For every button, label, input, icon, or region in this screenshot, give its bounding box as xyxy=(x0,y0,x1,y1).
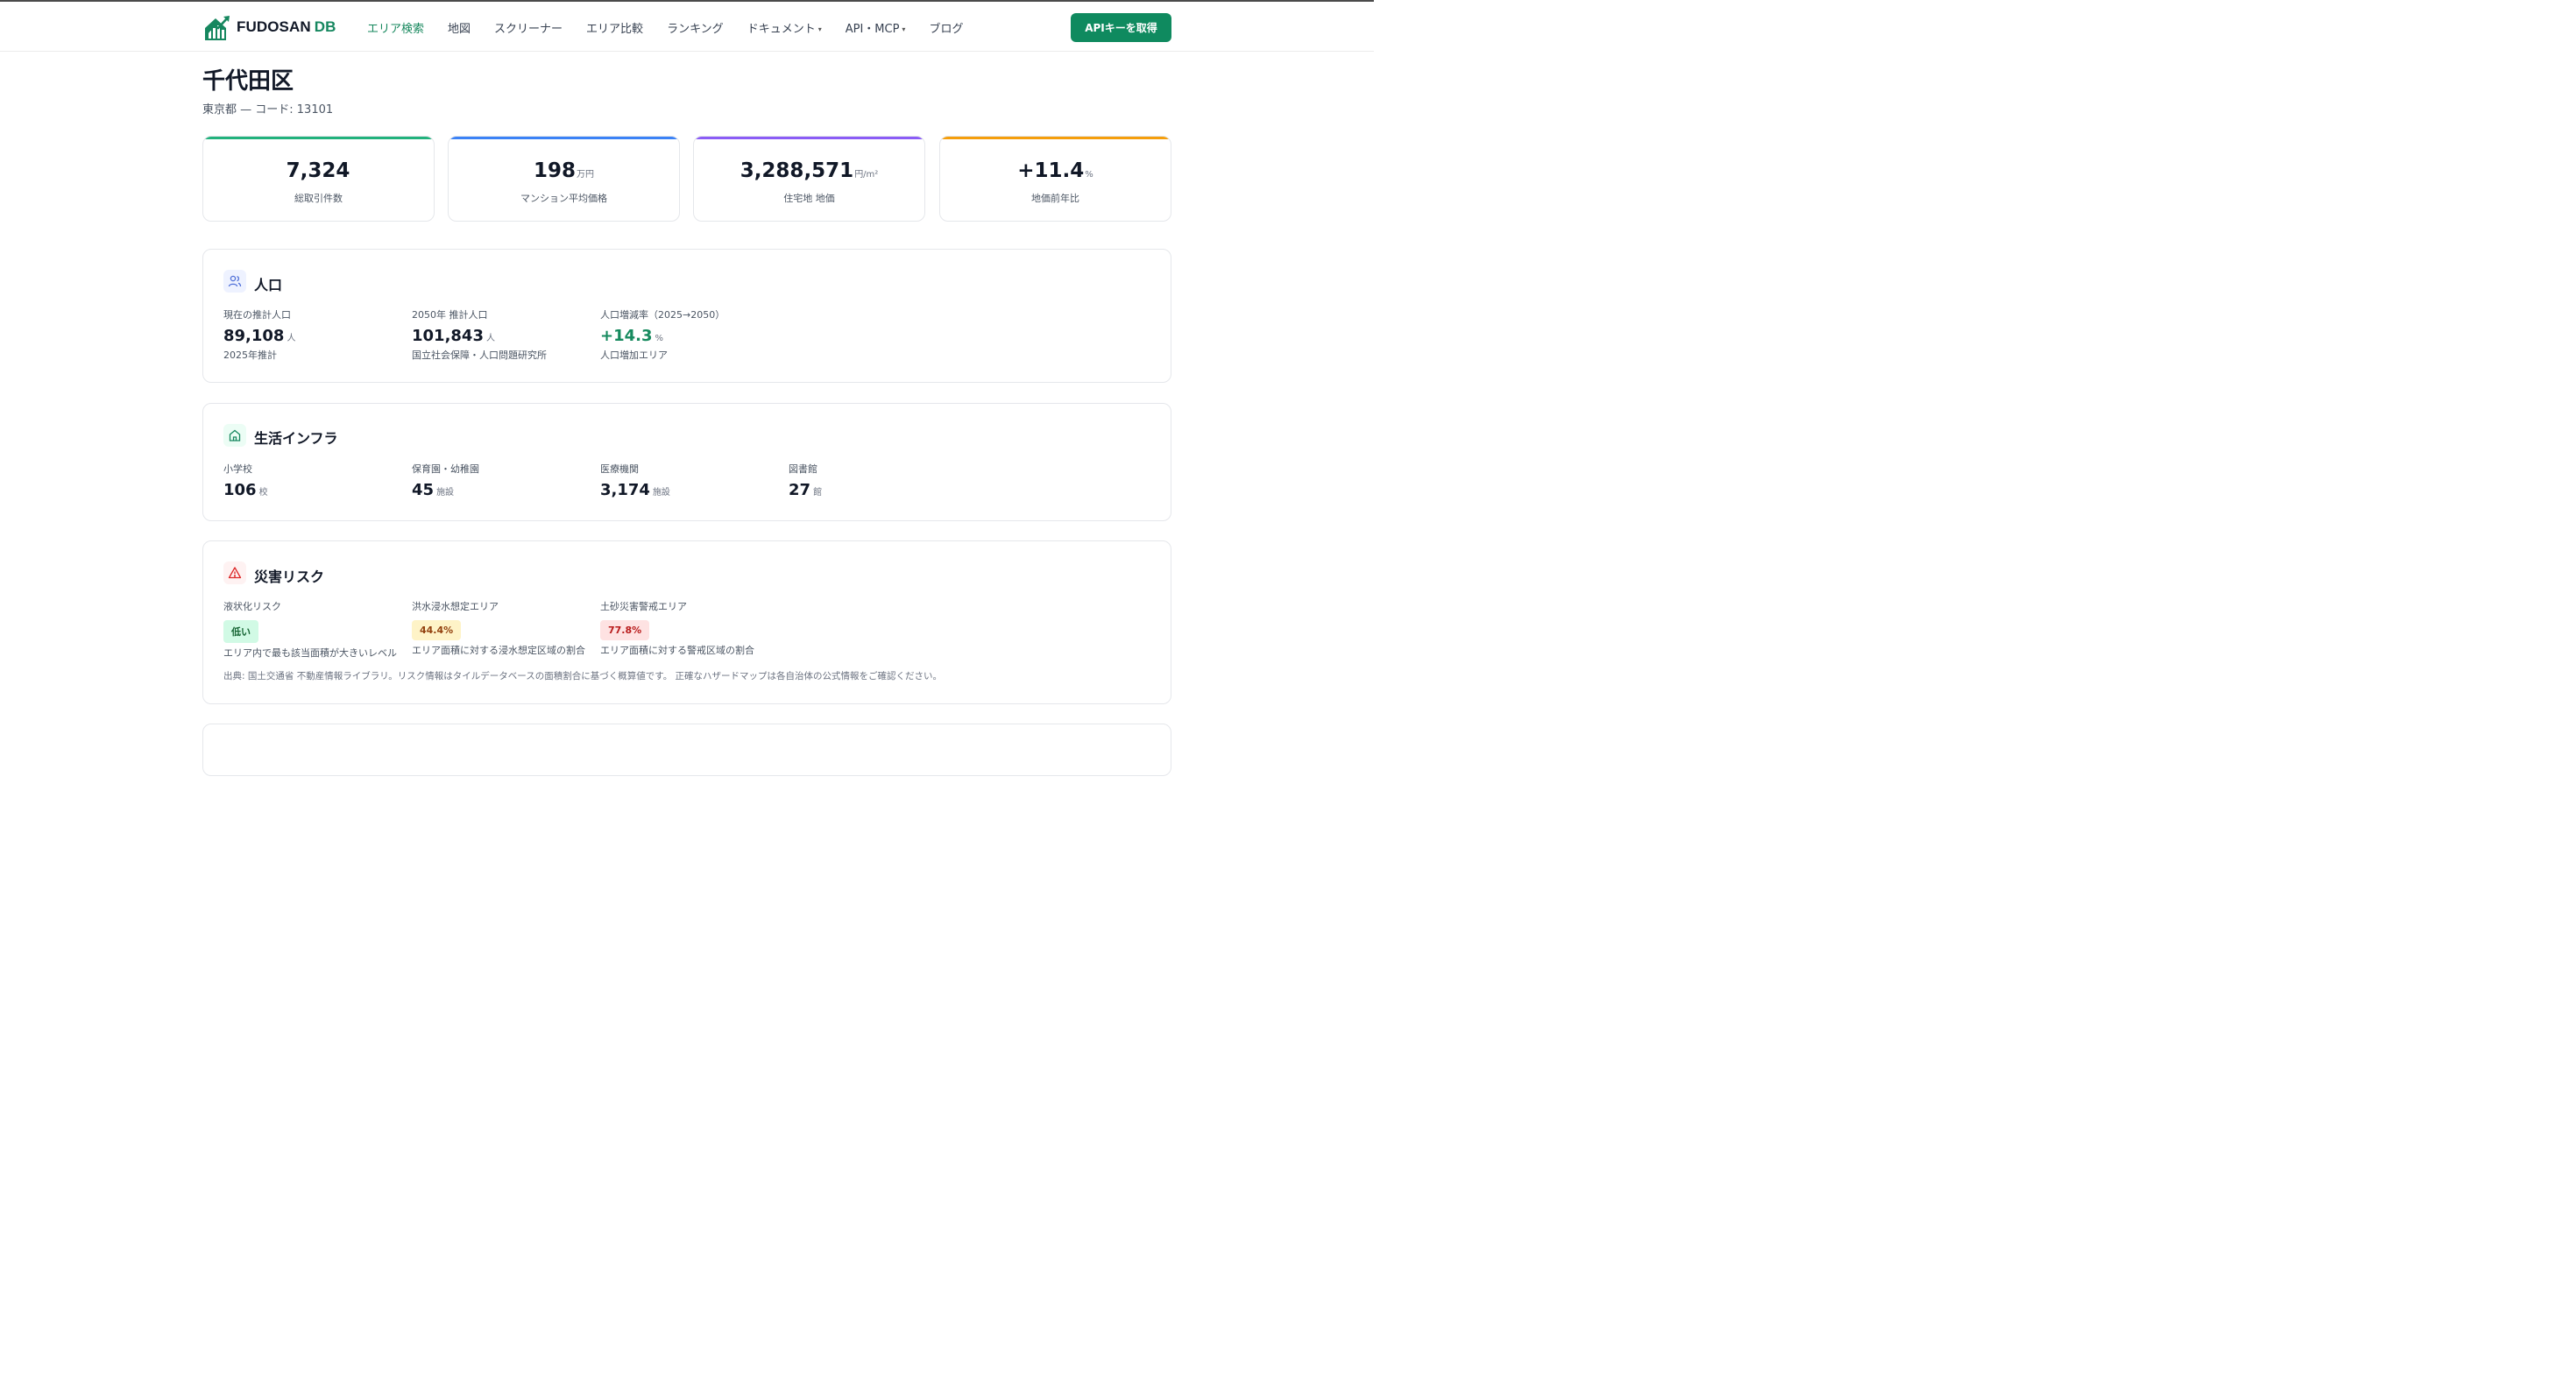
chevron-down-icon: ▾ xyxy=(817,25,822,33)
metric-label: 2050年 推計人口 xyxy=(412,309,488,321)
stat-card-mansion-price: 198万円 マンション平均価格 xyxy=(448,136,680,222)
stat-label: 地価前年比 xyxy=(1031,193,1079,204)
brand-name: FUDOSAN DB xyxy=(237,18,336,35)
metric-current-population: 現在の推計人口 89,108 人 2025年推計 xyxy=(223,307,295,362)
metric-label: 土砂災害警戒エリア xyxy=(600,601,687,612)
metric-label: 現在の推計人口 xyxy=(223,309,291,321)
metric-note: エリア内で最も該当面積が大きいレベル xyxy=(223,647,397,659)
metric-note: 人口増加エリア xyxy=(600,350,668,361)
metric-value: 101,843 人 xyxy=(412,327,495,345)
metric-value: 106 校 xyxy=(223,481,268,499)
stat-value: 198万円 xyxy=(533,159,594,182)
metric-note: エリア面積に対する浸水想定区域の割合 xyxy=(412,645,585,656)
disaster-risk-card: 災害リスク 液状化リスク 低い エリア内で最も該当面積が大きいレベル 洪水浸水想… xyxy=(202,540,1171,704)
stat-value: 7,324 xyxy=(286,159,350,182)
metric-label: 液状化リスク xyxy=(223,601,281,612)
infrastructure-title: 生活インフラ xyxy=(254,430,338,447)
metric-nurseries: 保育園・幼稚園 45 施設 xyxy=(412,462,479,499)
nav-item-documents[interactable]: ドキュメント ▾ xyxy=(747,22,822,36)
stat-value: 3,288,571円/m² xyxy=(740,159,879,182)
metric-value: 27 館 xyxy=(789,481,823,499)
page-title: 千代田区 xyxy=(202,68,294,95)
home-icon xyxy=(223,424,246,447)
risk-badge: 44.4% xyxy=(412,620,462,640)
metric-note: エリア面積に対する警戒区域の割合 xyxy=(600,645,754,656)
brand-logo[interactable]: FUDOSAN DB xyxy=(203,13,336,41)
main-nav: エリア検索 地図 スクリーナー エリア比較 ランキング ドキュメント ▾ API・… xyxy=(367,18,987,36)
metric-value: 3,174 施設 xyxy=(600,481,670,499)
stat-card-land-price: 3,288,571円/m² 住宅地 地価 xyxy=(693,136,925,222)
metric-flood-area: 洪水浸水想定エリア 44.4% エリア面積に対する浸水想定区域の割合 xyxy=(412,599,585,657)
nav-item-api-mcp[interactable]: API・MCP ▾ xyxy=(845,22,906,36)
population-title: 人口 xyxy=(254,277,283,293)
stat-label: 住宅地 地価 xyxy=(783,193,835,204)
metric-label: 保育園・幼稚園 xyxy=(412,463,479,475)
infrastructure-card: 生活インフラ 小学校 106 校 保育園・幼稚園 45 施設 医療機関 3,174 施… xyxy=(202,403,1171,521)
metric-liquefaction-risk: 液状化リスク 低い エリア内で最も該当面積が大きいレベル xyxy=(223,599,397,660)
stat-label: マンション平均価格 xyxy=(520,193,607,204)
get-api-key-button[interactable]: APIキーを取得 xyxy=(1071,13,1171,42)
stat-accent-bar xyxy=(203,137,434,139)
risk-badge: 低い xyxy=(223,620,258,643)
next-section-card xyxy=(202,724,1171,776)
metric-libraries: 図書館 27 館 xyxy=(789,462,822,499)
metric-note: 2025年推計 xyxy=(223,350,277,361)
source-note: 出典: 国土交通省 不動産情報ライブラリ。リスク情報はタイルデータベースの面積割… xyxy=(223,671,943,681)
nav-item-area-compare[interactable]: エリア比較 xyxy=(586,22,644,36)
nav-item-map[interactable]: 地図 xyxy=(448,22,471,36)
metric-elementary-schools: 小学校 106 校 xyxy=(223,462,268,499)
metric-population-change-rate: 人口増減率（2025→2050） +14.3% 人口増加エリア xyxy=(600,307,725,362)
stat-label: 総取引件数 xyxy=(294,193,343,204)
stat-card-total-transactions: 7,324 総取引件数 xyxy=(202,136,435,222)
stat-card-land-price-yoy: +11.4% 地価前年比 xyxy=(939,136,1171,222)
nav-item-blog[interactable]: ブログ xyxy=(929,22,964,36)
metric-label: 小学校 xyxy=(223,463,252,475)
top-navigation-bar: FUDOSAN DB エリア検索 地図 スクリーナー エリア比較 ランキング ドキ… xyxy=(0,0,1374,52)
metric-value: 45 施設 xyxy=(412,481,455,499)
stat-accent-bar xyxy=(694,137,924,139)
nav-item-area-search[interactable]: エリア検索 xyxy=(367,22,425,36)
metric-landslide-area: 土砂災害警戒エリア 77.8% エリア面積に対する警戒区域の割合 xyxy=(600,599,754,657)
risk-badge: 77.8% xyxy=(600,620,650,640)
warning-icon xyxy=(223,561,246,584)
metric-medical-facilities: 医療機関 3,174 施設 xyxy=(600,462,670,499)
population-card: 人口 現在の推計人口 89,108 人 2025年推計 2050年 推計人口 10… xyxy=(202,249,1171,383)
metric-note: 国立社会保障・人口問題研究所 xyxy=(412,350,547,361)
metric-label: 医療機関 xyxy=(600,463,639,475)
metric-value: +14.3% xyxy=(600,327,664,345)
metric-label: 図書館 xyxy=(789,463,817,475)
disaster-risk-title: 災害リスク xyxy=(254,568,325,585)
page-subtitle: 東京都 — コード: 13101 xyxy=(202,103,334,116)
stat-accent-bar xyxy=(940,137,1171,139)
chevron-down-icon: ▾ xyxy=(902,25,906,33)
metric-label: 洪水浸水想定エリア xyxy=(412,601,499,612)
stat-accent-bar xyxy=(449,137,679,139)
users-icon xyxy=(223,270,246,293)
house-chart-logo-icon xyxy=(205,16,230,40)
metric-value: 89,108 人 xyxy=(223,327,296,345)
nav-item-screener[interactable]: スクリーナー xyxy=(494,22,563,36)
metric-label: 人口増減率（2025→2050） xyxy=(600,309,725,321)
metric-population-2050: 2050年 推計人口 101,843 人 国立社会保障・人口問題研究所 xyxy=(412,307,547,362)
stat-value: +11.4% xyxy=(1017,159,1093,182)
nav-item-ranking[interactable]: ランキング xyxy=(667,22,724,36)
